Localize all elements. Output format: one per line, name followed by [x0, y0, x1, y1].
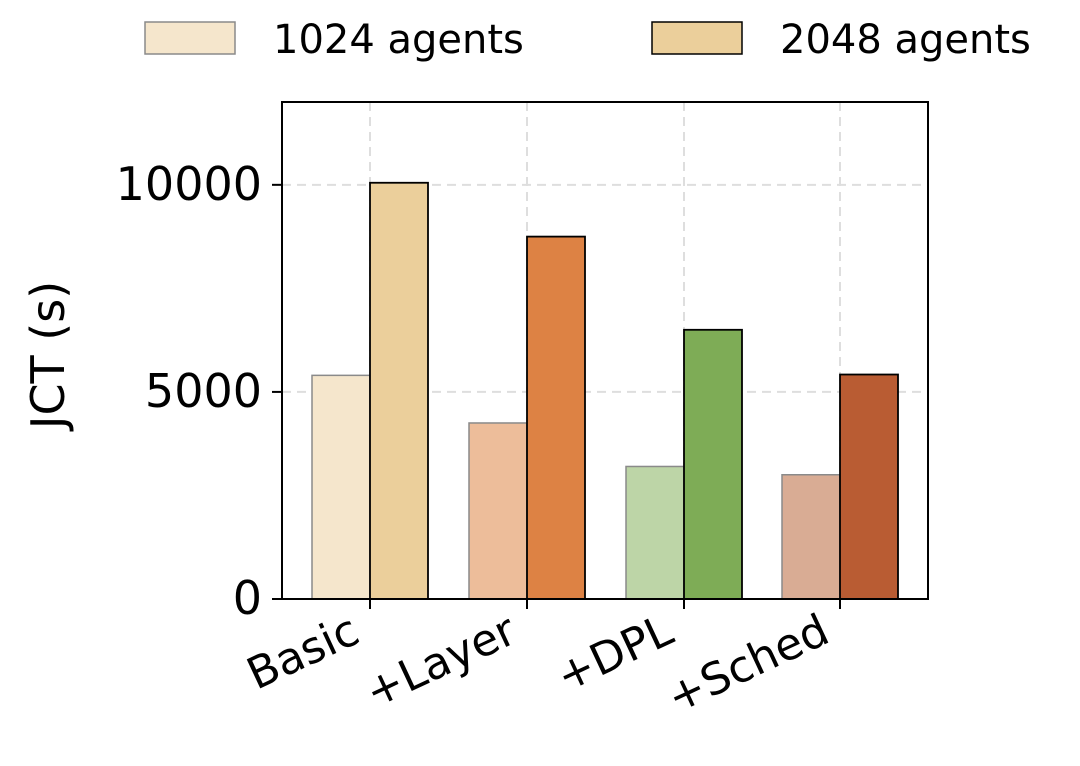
bars [311, 181, 899, 600]
y-axis-ticks: 0 5000 10000 [116, 157, 282, 625]
legend-label-2048-agents: 2048 agents [780, 17, 1031, 63]
x-tick-label-layer: +Layer [357, 604, 524, 718]
y-tick-label-5000: 5000 [145, 364, 262, 418]
y-axis-label: JCT (s) [21, 281, 75, 432]
bar-layer-2048-agents [526, 235, 586, 600]
legend: 1024 agents 2048 agents [144, 17, 1031, 63]
bar-dpl-1024-agents [625, 465, 685, 600]
bar-layer-1024-agents [468, 422, 528, 600]
legend-swatch-1024-agents [144, 21, 236, 55]
legend-swatch-2048-agents [651, 21, 743, 55]
legend-label-1024-agents: 1024 agents [273, 17, 524, 63]
bar-basic-1024-agents [311, 374, 371, 600]
x-axis-ticks: Basic+Layer +DPL+Sched [240, 599, 841, 724]
y-tick-label-10000: 10000 [116, 157, 262, 211]
bar-sched-1024-agents [781, 474, 841, 600]
y-tick-label-0: 0 [233, 571, 262, 625]
plot-frame [281, 101, 929, 600]
x-tick-label-dpl: +DPL [549, 605, 681, 703]
x-tick-label-sched: +Sched [659, 605, 836, 724]
bar-sched-2048-agents [839, 373, 899, 600]
bar-dpl-2048-agents [683, 328, 743, 600]
bar-basic-2048-agents [369, 181, 429, 600]
